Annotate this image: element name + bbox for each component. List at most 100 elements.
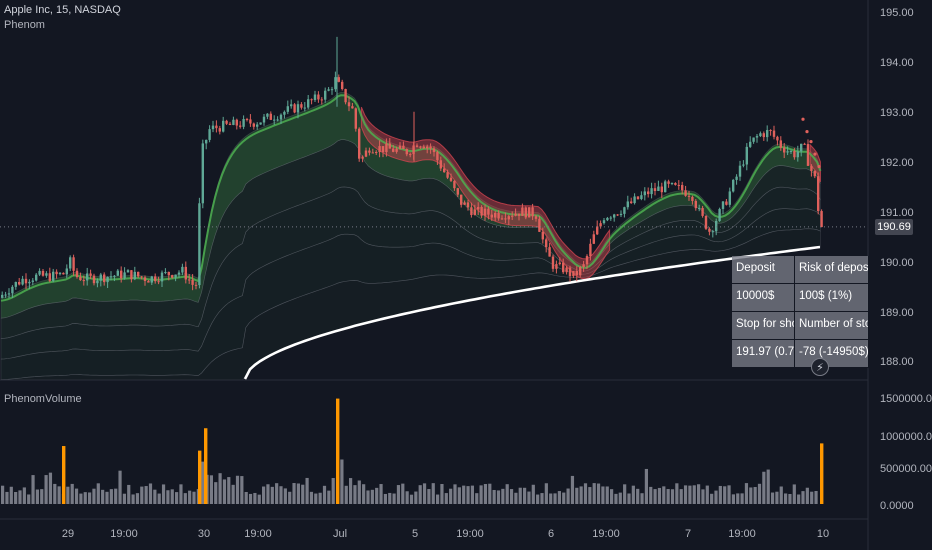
- volume-bar: [718, 485, 722, 504]
- candle: [531, 203, 534, 221]
- candle-body: [164, 271, 167, 273]
- candle: [534, 214, 538, 222]
- candle-body: [1, 294, 4, 298]
- candle: [755, 134, 759, 143]
- volume-bar: [784, 493, 788, 504]
- candle-body: [188, 279, 191, 281]
- volume-tick-label: 1500000.00: [880, 393, 932, 405]
- candle: [460, 194, 463, 208]
- candle: [361, 155, 364, 163]
- volume-bar: [170, 489, 174, 504]
- volume-bar: [766, 469, 770, 504]
- volume-bar: [744, 483, 749, 504]
- alert-bolt-icon[interactable]: ⚡: [811, 358, 829, 376]
- volume-bar: [422, 483, 427, 504]
- candle-body: [330, 89, 334, 91]
- volume-bar: [727, 485, 731, 504]
- candle-body: [228, 123, 232, 125]
- candle: [640, 191, 643, 201]
- candle: [732, 178, 735, 193]
- volume-bar: [705, 485, 709, 504]
- volume-bar: [662, 486, 666, 504]
- volume-bar: [266, 484, 270, 504]
- candle: [613, 213, 616, 222]
- table-cell: 191.97 (0.7%): [732, 340, 795, 368]
- candle: [538, 215, 541, 233]
- candle: [269, 111, 272, 121]
- candle-body: [184, 266, 187, 280]
- candle: [99, 272, 102, 287]
- candle-body: [650, 188, 653, 195]
- forecast-dot: [809, 140, 813, 144]
- volume-bar: [27, 494, 31, 504]
- volume-bar: [175, 492, 179, 504]
- volume-bar: [770, 492, 775, 504]
- candle-body: [715, 220, 718, 232]
- candle: [687, 190, 691, 201]
- candle: [266, 113, 269, 120]
- indicator-label-volume[interactable]: PhenomVolume: [4, 393, 82, 405]
- candle: [667, 179, 670, 188]
- candle: [279, 113, 283, 124]
- volume-bar: [405, 491, 409, 504]
- volume-bar: [670, 489, 675, 504]
- candle: [551, 254, 555, 272]
- volume-bar: [440, 483, 444, 504]
- candle: [235, 118, 238, 130]
- volume-bar: [544, 483, 548, 504]
- candle: [548, 242, 551, 257]
- candle: [803, 142, 806, 145]
- candle: [245, 117, 249, 122]
- candle-body: [453, 180, 456, 189]
- volume-bar: [492, 489, 496, 504]
- volume-bar: [553, 493, 557, 504]
- candle: [303, 102, 306, 112]
- candle: [177, 270, 181, 278]
- candle: [602, 218, 606, 225]
- price-tick-label: 195.00: [880, 7, 914, 19]
- candle: [259, 122, 262, 125]
- candle: [453, 180, 456, 191]
- symbol-title[interactable]: Apple Inc, 15, NASDAQ: [4, 4, 121, 16]
- candle-body: [218, 128, 221, 132]
- candle: [701, 205, 704, 218]
- candle-body: [99, 274, 102, 281]
- volume-spike-bar: [62, 446, 66, 504]
- volume-bar: [140, 486, 144, 504]
- volume-bar: [640, 493, 644, 504]
- volume-bar: [179, 484, 183, 504]
- candle-body: [398, 145, 402, 149]
- candle-body: [24, 278, 28, 284]
- candle: [446, 169, 449, 180]
- volume-bar: [327, 490, 331, 504]
- candle-body: [126, 270, 130, 273]
- candle-body: [779, 140, 782, 148]
- candle-body: [324, 90, 327, 100]
- candle: [456, 187, 459, 198]
- volume-bar: [627, 493, 631, 504]
- candle: [58, 272, 62, 276]
- candle: [262, 113, 266, 126]
- volume-bar: [127, 484, 131, 504]
- volume-bar: [540, 493, 544, 504]
- volume-bar: [14, 491, 18, 504]
- volume-bar: [235, 475, 240, 504]
- indicator-label-phenom[interactable]: Phenom: [4, 19, 45, 31]
- candle-body: [320, 99, 323, 101]
- volume-bar: [375, 487, 379, 504]
- candle-body: [28, 281, 31, 284]
- candle-body: [120, 270, 123, 279]
- candle-body: [664, 181, 667, 193]
- candle: [4, 291, 7, 298]
- candle: [793, 148, 796, 160]
- volume-bar: [248, 493, 253, 504]
- volume-bar: [431, 483, 435, 504]
- candle-body: [154, 276, 157, 282]
- candle: [670, 182, 674, 186]
- candle: [143, 275, 147, 286]
- candle-body: [460, 194, 463, 205]
- volume-bar: [466, 486, 470, 504]
- candle-body: [245, 118, 249, 120]
- candle-body: [14, 281, 17, 287]
- volume-bar: [623, 484, 627, 504]
